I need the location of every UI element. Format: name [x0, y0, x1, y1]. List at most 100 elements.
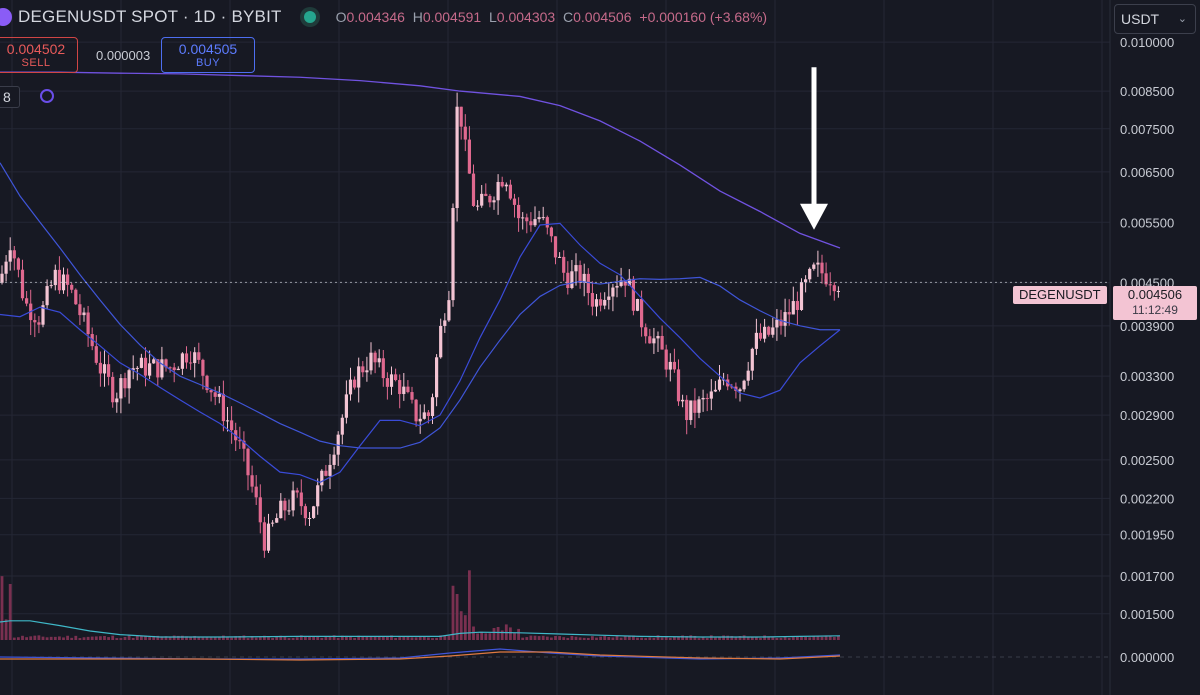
sell-button[interactable]: 0.004502 SELL — [0, 37, 78, 73]
volume-bar — [492, 628, 496, 640]
volume-bar — [545, 636, 549, 640]
volume-bar — [734, 637, 738, 640]
volume-bar — [513, 633, 516, 640]
volume-bar — [324, 636, 328, 640]
volume-bar — [828, 636, 832, 640]
volume-bar — [632, 635, 635, 640]
candle-body — [414, 399, 418, 422]
volume-bar — [619, 637, 623, 640]
candle-body — [791, 301, 795, 315]
candle-body — [57, 269, 61, 291]
volume-bar — [258, 637, 262, 640]
candle-body — [152, 359, 156, 364]
sell-label: SELL — [21, 57, 51, 69]
symbol-title[interactable]: DEGENUSDT SPOT · 1D · BYBIT — [18, 7, 282, 26]
candle-body — [20, 269, 25, 299]
currency-select[interactable]: USDT ⌄ — [1114, 4, 1196, 34]
candle-body — [533, 219, 537, 226]
y-tick-label: 0.006500 — [1120, 165, 1174, 180]
volume-bar — [746, 636, 750, 640]
candle-body — [574, 265, 578, 272]
volume-bar — [340, 635, 344, 640]
buy-button[interactable]: 0.004505 BUY — [161, 37, 255, 73]
candle-body — [82, 312, 86, 316]
volume-bar — [431, 638, 434, 640]
candle-body — [172, 367, 176, 371]
candle-body — [242, 440, 246, 449]
volume-bar — [685, 636, 689, 640]
volume-bar — [808, 637, 812, 640]
candle-body — [406, 386, 410, 393]
volume-bar — [455, 593, 459, 640]
candle-body — [439, 325, 443, 358]
candle-body — [685, 399, 689, 421]
volume-bar — [238, 636, 242, 640]
candle-body — [336, 434, 340, 455]
candle-body — [828, 284, 832, 286]
indicator-visibility-icon[interactable] — [40, 89, 54, 103]
candle-body — [295, 490, 299, 493]
candle-body — [615, 285, 619, 288]
candle-body — [217, 393, 221, 397]
candle-body — [824, 273, 828, 285]
candle-body — [201, 359, 205, 376]
volume-bar — [345, 635, 348, 640]
volume-bar — [681, 635, 684, 640]
candle-body — [660, 335, 664, 350]
candle-body — [369, 352, 373, 371]
candle-body — [631, 278, 635, 311]
candle-body — [61, 274, 66, 291]
volume-bar — [738, 635, 742, 640]
volume-bar — [418, 637, 422, 640]
volume-bar — [308, 636, 311, 640]
volume-bar — [763, 635, 766, 640]
volume-bar — [390, 635, 393, 640]
candle-body — [832, 285, 836, 292]
volume-bar — [279, 635, 283, 640]
volume-bar — [537, 636, 541, 640]
volume-bar — [111, 635, 115, 640]
candle-body — [49, 285, 53, 287]
y-tick-label: 0.005500 — [1120, 215, 1174, 230]
volume-bar — [148, 637, 151, 640]
volume-bar — [816, 636, 820, 640]
volume-bar — [316, 636, 320, 640]
candle-body — [189, 362, 193, 364]
bar-countdown: 11:12:49 — [1132, 303, 1178, 317]
candle-body — [328, 464, 332, 476]
volume-bar — [82, 637, 86, 640]
candle-body — [443, 320, 447, 326]
candle-body — [262, 522, 266, 551]
candle-body — [385, 378, 389, 387]
candle-body — [168, 367, 172, 369]
candle-body — [750, 348, 754, 371]
indicator-toggle[interactable]: 8 — [0, 86, 20, 108]
volume-bar — [611, 637, 615, 640]
y-tick-label: 0.008500 — [1120, 84, 1174, 99]
volume-bar — [226, 636, 229, 640]
candle-body — [410, 392, 414, 400]
volume-bar — [185, 636, 188, 640]
volume-bar — [242, 635, 246, 640]
candle-body — [0, 273, 4, 283]
candle-body — [225, 420, 230, 422]
candle-body — [517, 204, 521, 219]
volume-bar — [74, 635, 78, 640]
y-tick-label: 0.002500 — [1120, 453, 1174, 468]
volume-bar — [365, 636, 369, 640]
candle-body — [738, 389, 742, 392]
candle-body — [668, 361, 672, 370]
volume-bar — [668, 637, 672, 640]
volume-bar — [500, 630, 504, 640]
candle-body — [681, 399, 685, 402]
candle-body — [611, 287, 615, 297]
volume-bar — [656, 635, 660, 640]
candle-body — [648, 336, 652, 344]
candle-body — [492, 200, 496, 203]
candle-body — [656, 335, 660, 339]
candle-body — [143, 357, 148, 376]
chevron-down-icon: ⌄ — [1177, 13, 1187, 25]
volume-bar — [832, 637, 836, 640]
candle-body — [836, 290, 840, 292]
